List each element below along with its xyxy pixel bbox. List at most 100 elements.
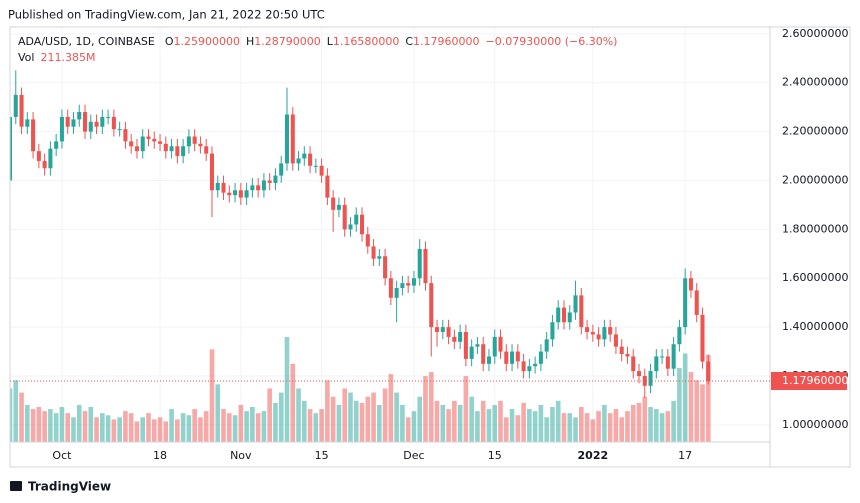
candle-body: [556, 307, 561, 323]
volume-bar: [353, 400, 359, 442]
symbol-legend: ADA/USD, 1D, COINBASE O1.25900000 H1.28790…: [18, 35, 617, 48]
volume-bar: [203, 411, 209, 442]
volume-bar: [151, 419, 157, 442]
volume-bar: [602, 404, 607, 442]
axes: 1.000000001.200000001.400000001.60000000…: [10, 27, 848, 462]
footer-brand: TradingView: [28, 480, 111, 494]
candle-body: [411, 278, 416, 286]
candle-body: [100, 116, 105, 127]
candle-body: [544, 339, 549, 352]
candle-body: [660, 356, 665, 358]
candle-body: [677, 327, 682, 345]
y-tick-label: 2.00000000: [782, 173, 848, 186]
candle-body: [106, 116, 111, 118]
volume-bar: [117, 417, 122, 442]
volume-bar: [10, 388, 13, 442]
volume-bar: [319, 409, 324, 442]
volume-bar: [665, 411, 671, 442]
volume-bar: [365, 396, 371, 442]
candle-body: [504, 351, 509, 364]
candle-body: [302, 153, 307, 159]
volume-bar: [446, 409, 451, 442]
candle-body: [469, 346, 474, 359]
volume-bar: [348, 392, 353, 442]
volume-bar: [244, 411, 249, 442]
candle-body: [694, 290, 699, 315]
volume-bar: [619, 417, 625, 442]
volume-bar: [642, 396, 648, 442]
volume-bar: [561, 413, 567, 442]
volume-bar: [232, 415, 238, 442]
candle-body: [423, 248, 428, 284]
candle-body: [400, 283, 405, 289]
candle-body: [65, 116, 70, 127]
volume-bar: [411, 411, 417, 442]
candle-body: [613, 334, 618, 347]
y-tick-label: 1.40000000: [782, 320, 848, 333]
candle-body: [354, 214, 359, 225]
y-tick-label: 2.20000000: [782, 125, 848, 138]
volume-bar: [36, 407, 42, 442]
volume-bar: [521, 402, 526, 442]
candle-body: [365, 234, 370, 247]
candle-body: [54, 141, 59, 149]
candle-body: [371, 246, 376, 259]
candle-body: [688, 278, 693, 291]
volume-bar: [480, 400, 486, 442]
volume-bar: [596, 411, 601, 442]
volume-value: 211.385M: [40, 51, 95, 64]
legend: ADA/USD, 1D, COINBASE O1.25900000 H1.28790…: [18, 35, 617, 64]
candle-body: [42, 160, 47, 169]
candle-body: [336, 204, 341, 210]
volume-bar: [492, 404, 498, 442]
candle-body: [550, 322, 555, 340]
volume-bar: [607, 413, 613, 442]
candle-body: [481, 344, 486, 364]
footer-logo: TradingView: [10, 480, 111, 494]
volume-bar: [532, 411, 538, 442]
volume-bar: [192, 409, 197, 442]
volume-bar: [76, 404, 82, 442]
volume-bar: [452, 400, 457, 442]
volume-bar: [94, 417, 99, 442]
candle-body: [348, 224, 353, 230]
volume-bar: [544, 417, 549, 442]
x-tick-label: Oct: [52, 449, 72, 462]
candle-body: [579, 295, 584, 328]
candles: [10, 70, 711, 399]
volume-bar: [509, 409, 515, 442]
ohlc-key: L: [327, 35, 334, 48]
candle-body: [619, 346, 624, 355]
candle-body: [440, 327, 445, 333]
volume-bar: [325, 380, 330, 442]
candle-body: [273, 175, 278, 183]
last-price-label: 1.17960000: [782, 374, 848, 387]
candle-body: [521, 361, 526, 372]
candle-body: [359, 214, 365, 235]
volume-bar: [405, 417, 411, 442]
candle-body: [417, 248, 422, 279]
volume-bar: [538, 404, 544, 442]
volume-bar: [209, 349, 215, 442]
y-tick-label: 2.40000000: [782, 76, 848, 89]
candle-body: [233, 190, 238, 196]
volume-bar: [307, 409, 313, 442]
volume-bar: [503, 417, 509, 442]
volume-bars: [10, 337, 711, 442]
volume-bar: [625, 411, 630, 442]
candle-body: [158, 141, 163, 144]
volume-bar: [123, 411, 128, 442]
candle-body: [134, 146, 139, 152]
candle-body: [169, 146, 174, 152]
candle-body: [463, 332, 468, 359]
volume-bar: [301, 400, 307, 442]
candle-body: [308, 153, 313, 166]
ohlc-value: 1.28790000: [254, 35, 320, 48]
volume-bar: [694, 380, 700, 442]
candle-body: [486, 356, 491, 364]
candle-body: [342, 204, 347, 230]
candle-body: [146, 136, 151, 139]
volume-bar: [30, 409, 36, 442]
volume-bar: [105, 415, 111, 442]
candle-body: [648, 371, 653, 386]
